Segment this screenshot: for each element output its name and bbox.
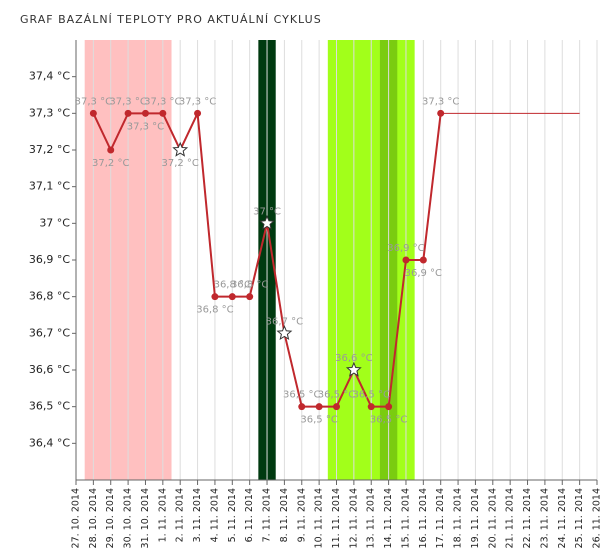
point	[298, 403, 306, 411]
point	[141, 109, 149, 117]
star-marker	[345, 361, 362, 377]
value-label: 37,3 °C	[109, 96, 146, 107]
y-tick-label: 36,9 °C	[29, 253, 70, 266]
x-tick-label: 7. 11. 2014	[262, 488, 273, 542]
value-label: 37,2 °C	[161, 158, 198, 169]
x-tick-label: 1. 11. 2014	[157, 488, 168, 542]
point	[246, 293, 254, 301]
x-tick-label: 11. 11. 2014	[331, 488, 342, 548]
value-label: 37,2 °C	[92, 158, 129, 169]
star-marker	[172, 141, 189, 157]
x-tick-label: 27. 10. 2014	[71, 488, 82, 548]
x-tick-label: 6. 11. 2014	[244, 488, 255, 542]
x-tick-label: 23. 11. 2014	[539, 488, 550, 548]
x-tick-label: 3. 11. 2014	[192, 488, 203, 542]
value-label: 36,9 °C	[387, 243, 424, 254]
value-label: 36,6 °C	[335, 353, 372, 364]
value-label: 36,9 °C	[405, 268, 442, 279]
x-tick-label: 30. 10. 2014	[123, 488, 134, 548]
point	[159, 109, 167, 117]
value-label: 37,3 °C	[144, 96, 181, 107]
value-label: 36,5 °C	[283, 390, 320, 401]
point	[419, 256, 427, 264]
value-label: 36,8 °C	[214, 280, 251, 291]
value-label: 36,8 °C	[196, 305, 233, 316]
y-tick-label: 36,4 °C	[29, 436, 70, 449]
star-marker	[259, 214, 275, 231]
value-label: 36,7 °C	[266, 316, 303, 327]
value-label: 36,5 °C	[353, 390, 390, 401]
x-tick-label: 19. 11. 2014	[470, 488, 481, 548]
x-tick-label: 21. 11. 2014	[505, 488, 516, 548]
value-label: 37,3 °C	[179, 96, 216, 107]
point	[89, 109, 97, 117]
x-tick-label: 10. 11. 2014	[314, 488, 325, 548]
star-marker	[276, 325, 293, 341]
x-tick-label: 13. 11. 2014	[366, 488, 377, 548]
y-tick-label: 36,7 °C	[29, 326, 70, 339]
point	[402, 256, 410, 264]
x-tick-label: 31. 10. 2014	[140, 488, 151, 548]
value-label: 36,5 °C	[318, 390, 355, 401]
x-tick-label: 17. 11. 2014	[435, 488, 446, 548]
y-tick-label: 37,3 °C	[29, 106, 70, 119]
point	[211, 293, 219, 301]
x-tick-label: 28. 10. 2014	[88, 488, 99, 548]
x-tick-label: 18. 11. 2014	[453, 488, 464, 548]
x-tick-label: 16. 11. 2014	[418, 488, 429, 548]
value-label: 37,3 °C	[127, 121, 164, 132]
y-tick-label: 36,5 °C	[29, 400, 70, 413]
point	[124, 109, 132, 117]
value-label: 36,5 °C	[370, 415, 407, 426]
y-tick-label: 37,1 °C	[29, 180, 70, 193]
x-tick-label: 4. 11. 2014	[209, 488, 220, 542]
value-label: 36,5 °C	[300, 415, 337, 426]
point	[315, 403, 323, 411]
x-tick-label: 22. 11. 2014	[522, 488, 533, 548]
x-tick-label: 20. 11. 2014	[487, 488, 498, 548]
point	[367, 403, 375, 411]
y-tick-label: 37,2 °C	[29, 143, 70, 156]
value-label: 36,8 °C	[231, 280, 268, 291]
point	[385, 403, 393, 411]
x-tick-label: 29. 10. 2014	[105, 488, 116, 548]
y-tick-label: 36,6 °C	[29, 363, 70, 376]
x-tick-label: 26. 11. 2014	[592, 488, 603, 548]
x-tick-label: 25. 11. 2014	[574, 488, 585, 548]
value-label: 37,3 °C	[75, 96, 112, 107]
x-tick-label: 14. 11. 2014	[383, 488, 394, 548]
value-label: 37 °C	[253, 206, 281, 217]
point	[194, 109, 202, 117]
point	[228, 293, 236, 301]
y-tick-label: 37 °C	[39, 216, 70, 229]
x-tick-label: 5. 11. 2014	[227, 488, 238, 542]
x-tick-label: 9. 11. 2014	[296, 488, 307, 542]
y-tick-label: 37,4 °C	[29, 70, 70, 83]
x-tick-label: 15. 11. 2014	[400, 488, 411, 548]
x-tick-label: 12. 11. 2014	[348, 488, 359, 548]
value-label: 37,3 °C	[422, 96, 459, 107]
x-tick-label: 8. 11. 2014	[279, 488, 290, 542]
y-tick-label: 36,8 °C	[29, 290, 70, 303]
point	[107, 146, 115, 154]
point	[333, 403, 340, 411]
x-tick-label: 2. 11. 2014	[175, 488, 186, 542]
chart-title: GRAF BAZÁLNÍ TEPLOTY PRO AKTUÁLNÍ CYKLUS	[20, 13, 322, 26]
x-tick-label: 24. 11. 2014	[557, 488, 568, 548]
